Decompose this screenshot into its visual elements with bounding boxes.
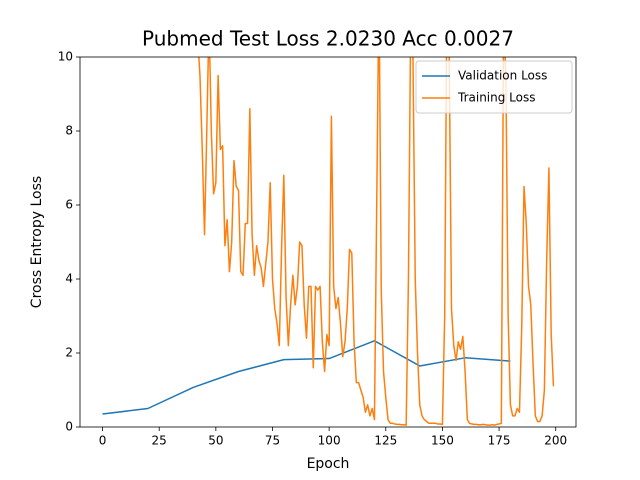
x-tick-label: 175 (488, 434, 511, 448)
x-tick-label: 150 (431, 434, 454, 448)
legend-label: Training Loss (457, 91, 535, 105)
x-tick-label: 75 (265, 434, 280, 448)
x-tick-label: 50 (208, 434, 223, 448)
y-tick-label: 0 (65, 420, 73, 434)
y-tick-label: 8 (65, 124, 73, 138)
x-tick-label: 0 (99, 434, 107, 448)
y-tick-label: 4 (65, 272, 73, 286)
axes-frame (79, 56, 577, 428)
y-tick-label: 10 (58, 50, 73, 64)
x-tick-label: 200 (544, 434, 567, 448)
y-tick-label: 2 (65, 346, 73, 360)
x-tick-label: 100 (318, 434, 341, 448)
x-axis-label: Epoch (307, 456, 350, 472)
data-line (102, 340, 511, 415)
chart-title: Pubmed Test Loss 2.0230 Acc 0.0027 (142, 27, 514, 51)
y-axis-label: Cross Entropy Loss (29, 176, 45, 308)
x-tick-label: 25 (152, 434, 167, 448)
legend-label: Validation Loss (458, 69, 547, 83)
legend-box (415, 60, 573, 114)
x-tick-label: 125 (374, 434, 397, 448)
data-line (198, 57, 555, 426)
plot-area (102, 57, 555, 426)
y-tick-label: 6 (65, 198, 73, 212)
